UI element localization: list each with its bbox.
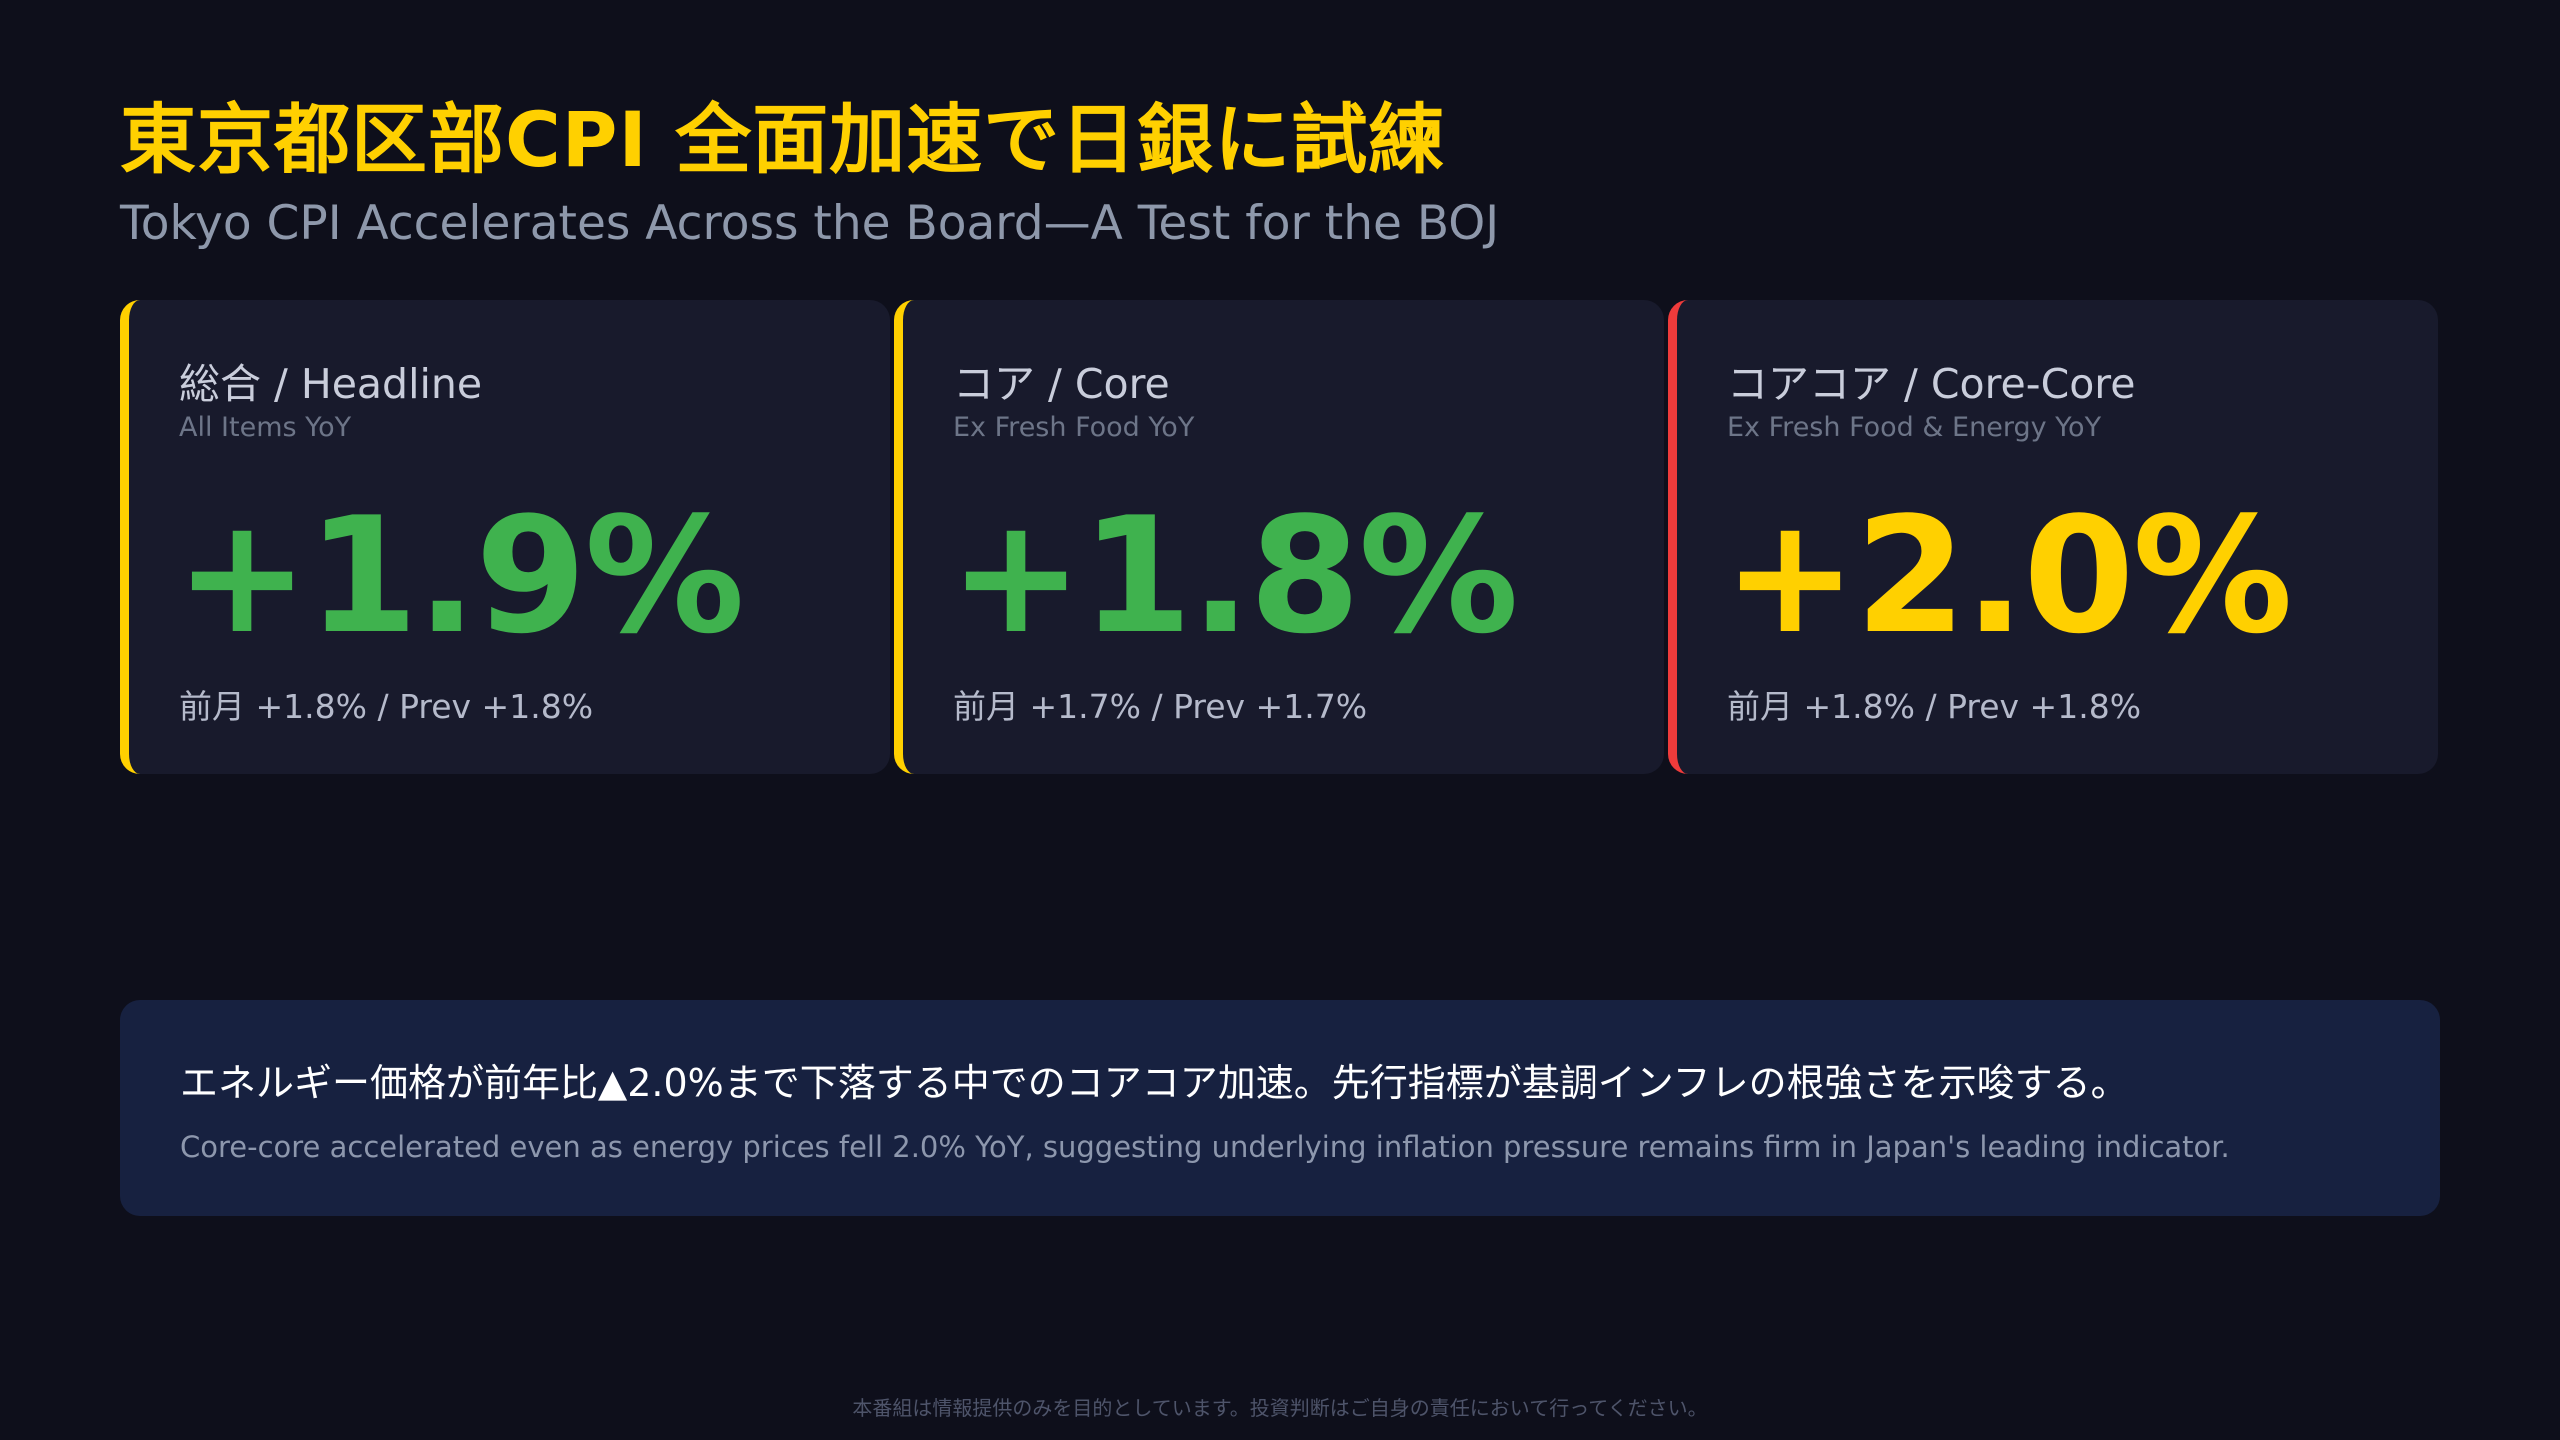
card-title: コア / Core [953, 360, 1170, 408]
card-title: コアコア / Core-Core [1727, 360, 2136, 408]
page-subtitle: Tokyo CPI Accelerates Across the Board—A… [120, 196, 1500, 251]
analysis-note: エネルギー価格が前年比▲2.0%まで下落する中でのコアコア加速。先行指標が基調イ… [120, 1000, 2440, 1216]
note-english: Core-core accelerated even as energy pri… [180, 1130, 2230, 1164]
card-headline: 総合 / Headline All Items YoY +1.9% 前月 +1.… [120, 300, 890, 774]
card-previous: 前月 +1.8% / Prev +1.8% [179, 687, 594, 726]
card-previous: 前月 +1.8% / Prev +1.8% [1727, 687, 2142, 726]
card-previous: 前月 +1.7% / Prev +1.7% [953, 687, 1368, 726]
card-value: +2.0% [1723, 482, 2293, 669]
disclaimer: 本番組は情報提供のみを目的としています。投資判断はご自身の責任において行ってくだ… [852, 1396, 1708, 1420]
card-subtitle: Ex Fresh Food YoY [953, 412, 1195, 443]
card-value: +1.8% [949, 482, 1519, 669]
card-core-core: コアコア / Core-Core Ex Fresh Food & Energy … [1668, 300, 2438, 774]
note-japanese: エネルギー価格が前年比▲2.0%まで下落する中でのコアコア加速。先行指標が基調イ… [180, 1061, 2129, 1105]
page-title: 東京都区部CPI 全面加速で日銀に試練 [120, 95, 1446, 184]
card-title: 総合 / Headline [179, 360, 483, 408]
card-core: コア / Core Ex Fresh Food YoY +1.8% 前月 +1.… [894, 300, 1664, 774]
card-subtitle: All Items YoY [179, 412, 352, 443]
card-value: +1.9% [175, 482, 745, 669]
card-subtitle: Ex Fresh Food & Energy YoY [1727, 412, 2102, 443]
cpi-cards: 総合 / Headline All Items YoY +1.9% 前月 +1.… [120, 300, 2440, 774]
